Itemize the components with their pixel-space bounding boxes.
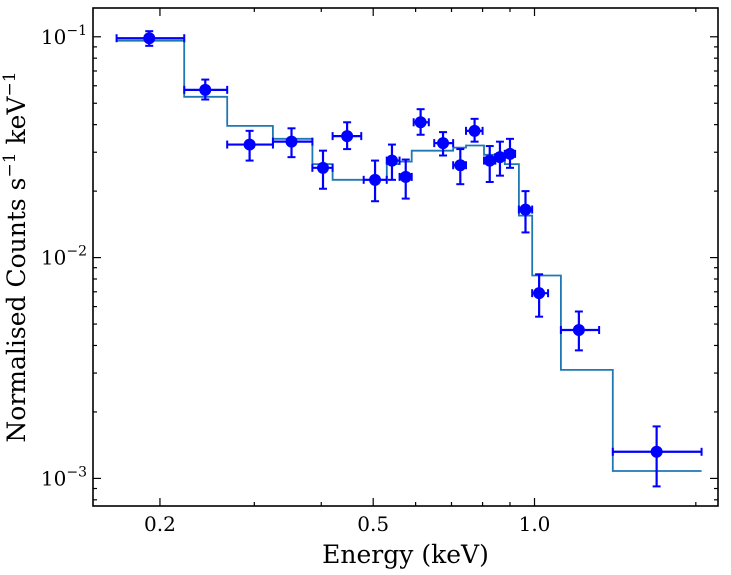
data-point-11 <box>452 148 467 186</box>
x-tick-label: 0.2 <box>144 512 176 536</box>
y-tick-label-base: 10 <box>41 466 66 490</box>
data-marker <box>317 161 330 174</box>
data-marker <box>399 170 412 183</box>
data-point-10 <box>433 131 455 157</box>
y-tick-label-base: 10 <box>41 246 66 270</box>
tick-marks <box>93 8 718 506</box>
y-tick-label-exponent: −3 <box>66 464 87 480</box>
model-step-line <box>116 39 702 472</box>
x-tick-label: 1.0 <box>519 512 551 536</box>
data-marker <box>199 83 212 96</box>
data-point-9 <box>412 108 430 136</box>
data-point-16 <box>517 190 534 234</box>
data-marker <box>468 124 481 137</box>
data-point-19 <box>611 425 703 488</box>
data-marker <box>385 154 398 167</box>
y-axis-label-mid: keV <box>2 96 31 153</box>
data-marker <box>437 137 450 150</box>
data-marker <box>483 154 496 167</box>
data-point-0 <box>115 30 186 47</box>
data-marker <box>493 151 506 164</box>
data-point-2 <box>226 129 274 162</box>
data-marker <box>572 324 585 337</box>
data-marker <box>519 203 532 216</box>
data-marker <box>143 32 156 45</box>
data-marker <box>285 135 298 148</box>
plot-frame <box>92 7 719 507</box>
data-marker <box>369 173 382 186</box>
data-point-3 <box>271 127 314 159</box>
data-marker <box>503 147 516 160</box>
data-marker <box>533 287 546 300</box>
axes: 0.2 0.5 1.010−110−210−3 <box>41 7 719 536</box>
data-point-4 <box>311 149 334 190</box>
data-point-1 <box>183 78 229 101</box>
data-point-5 <box>331 121 363 151</box>
x-tick-label: 0.5 <box>357 512 389 536</box>
y-tick-label-base: 10 <box>41 25 66 49</box>
y-axis-label-base: Normalised Counts s <box>2 177 31 442</box>
data-points <box>115 30 703 488</box>
y-tick-label: 10−3 <box>41 464 87 490</box>
y-tick-label-exponent: −2 <box>66 244 87 260</box>
y-axis-label-exp2: −1 <box>0 71 20 96</box>
data-point-17 <box>531 273 550 318</box>
y-tick-label: 10−1 <box>41 23 87 49</box>
y-tick-label-exponent: −1 <box>66 23 87 39</box>
y-tick-label: 10−2 <box>41 244 87 270</box>
x-axis-label: Energy (keV) <box>322 540 489 569</box>
y-axis-label-exp1: −1 <box>0 152 20 177</box>
tick-labels: 0.2 0.5 1.010−110−210−3 <box>41 23 551 536</box>
data-point-13 <box>483 145 497 183</box>
data-point-18 <box>559 310 601 352</box>
data-marker <box>414 116 427 129</box>
data-point-6 <box>362 159 388 203</box>
data-point-8 <box>398 158 413 200</box>
data-marker <box>650 445 663 458</box>
data-marker <box>341 130 354 143</box>
y-axis-label: Normalised Counts s−1 keV−1 <box>0 71 31 442</box>
data-marker <box>243 138 256 151</box>
data-point-12 <box>464 117 484 143</box>
model-step-path <box>116 39 702 472</box>
data-point-7 <box>385 143 401 181</box>
data-point-14 <box>493 140 506 177</box>
data-point-15 <box>503 137 517 169</box>
data-marker <box>454 159 467 172</box>
